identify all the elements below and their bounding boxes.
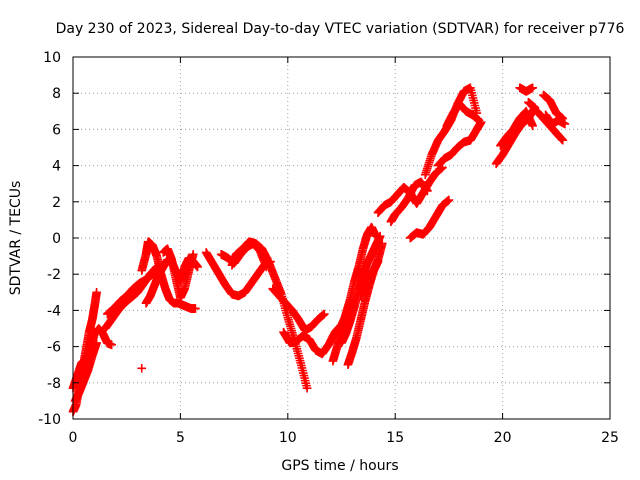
- data-point: [558, 135, 568, 145]
- series-arc-28: [524, 97, 540, 112]
- series-arc-26: [496, 107, 537, 150]
- data-point: [92, 288, 101, 297]
- data-point: [375, 231, 385, 241]
- data-point: [444, 195, 454, 205]
- x-tick-label: 10: [279, 430, 297, 446]
- y-axis-label: SDTVAR / TECUs: [8, 181, 24, 296]
- x-tick-label: 5: [176, 430, 185, 446]
- series-arc-20: [386, 177, 432, 227]
- data-point: [302, 383, 312, 393]
- series-arc-23: [433, 117, 486, 170]
- series-arc-27: [515, 83, 537, 96]
- y-tick-label: 4: [52, 159, 61, 175]
- data-point: [107, 340, 116, 350]
- data-point: [191, 304, 200, 313]
- series-arc-7: [137, 237, 200, 313]
- series-arc-18: [356, 257, 383, 301]
- data-point: [137, 364, 147, 373]
- y-tick-label: -2: [47, 267, 61, 283]
- series-arc-30: [539, 90, 568, 123]
- y-tick-label: 10: [43, 50, 61, 66]
- y-tick-label: -6: [47, 340, 61, 356]
- data-point: [560, 119, 570, 129]
- y-tick-label: -10: [38, 412, 61, 428]
- data-point: [92, 338, 101, 348]
- series-arc-10: [201, 248, 275, 301]
- y-tick-label: 2: [52, 195, 61, 211]
- data-point: [528, 121, 537, 131]
- data-point: [528, 83, 537, 93]
- series-arc-15: [328, 222, 381, 366]
- data-point: [188, 249, 198, 259]
- x-tick-label: 20: [494, 430, 512, 446]
- series-arc-13: [268, 284, 329, 335]
- x-tick-label: 15: [386, 430, 404, 446]
- series-arc-9: [158, 244, 198, 303]
- axis-ticks: 0 5 10 15 20 25 -10 -8 -6 -4 -2 0 2 4 6 8 10: [38, 50, 619, 446]
- chart-title: Day 230 of 2023, Sidereal Day-to-day VTE…: [56, 21, 625, 37]
- y-tick-label: -8: [47, 376, 61, 392]
- series-arc-31: [541, 110, 570, 129]
- data-point: [373, 257, 383, 266]
- series-arc-14: [279, 306, 353, 359]
- data-point: [378, 239, 387, 248]
- data-points: [68, 83, 570, 417]
- series-arc-21: [405, 195, 454, 243]
- data-point: [193, 262, 202, 272]
- data-point: [474, 116, 484, 125]
- y-tick-label: 0: [52, 231, 61, 247]
- series-arc-6: [137, 364, 147, 373]
- data-point: [320, 309, 329, 319]
- data-point: [423, 186, 432, 196]
- series-arc-3: [70, 338, 101, 406]
- y-tick-label: 6: [52, 122, 61, 138]
- x-axis-label: GPS time / hours: [281, 458, 398, 474]
- x-tick-label: 0: [69, 430, 78, 446]
- series-arc-24: [442, 99, 484, 131]
- x-tick-label: 25: [601, 430, 619, 446]
- series-arc-5: [103, 266, 164, 319]
- y-tick-label: -4: [47, 303, 61, 319]
- y-tick-label: 8: [52, 86, 61, 102]
